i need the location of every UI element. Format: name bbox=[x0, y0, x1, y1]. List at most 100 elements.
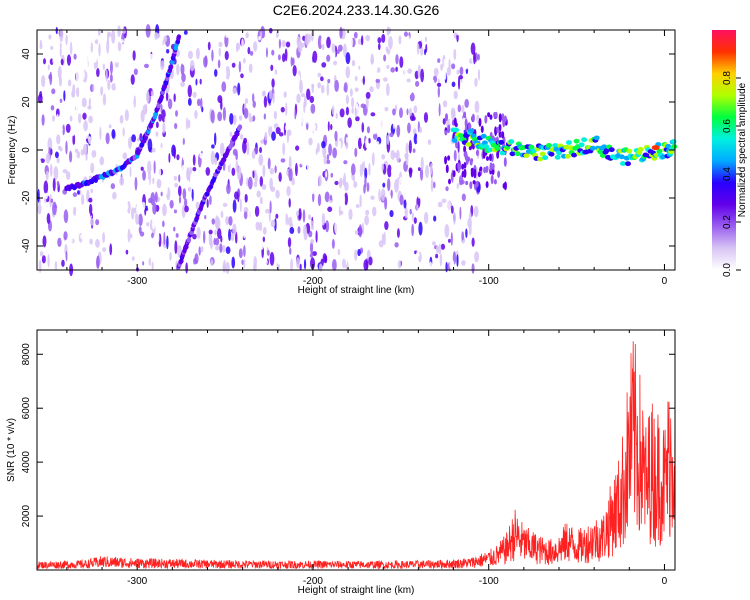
spectrogram-cell bbox=[173, 145, 176, 159]
spectrogram-cell bbox=[440, 63, 444, 71]
spectrogram-cell bbox=[168, 152, 171, 163]
spectrogram-cell bbox=[136, 204, 141, 216]
spectrogram-cell bbox=[244, 193, 248, 203]
spectrogram-cell bbox=[119, 39, 125, 44]
spectrogram-cell bbox=[150, 57, 155, 72]
spectrogram-cell bbox=[343, 43, 347, 58]
spectrogram-cell bbox=[413, 217, 417, 224]
spectrogram-cell bbox=[63, 231, 68, 241]
snr-series-line bbox=[36, 341, 676, 571]
spectrogram-cell bbox=[96, 255, 100, 269]
spectrogram-cell bbox=[150, 90, 155, 97]
spectrogram-cell bbox=[284, 48, 288, 62]
spectrogram-trace-cell bbox=[552, 143, 559, 148]
spectrogram-cell bbox=[452, 228, 456, 237]
spectrogram-cell bbox=[361, 122, 365, 133]
spectrogram-cell bbox=[396, 124, 401, 138]
spectrogram-trace-cell bbox=[481, 140, 488, 146]
spectrogram-trace-cell bbox=[625, 161, 631, 167]
spectrogram-cell bbox=[334, 180, 339, 186]
spectrogram-trace-cell bbox=[608, 147, 615, 153]
spectrogram-cell bbox=[59, 28, 64, 42]
spectrogram-cell bbox=[208, 92, 213, 105]
spectrogram-trace-cell bbox=[153, 111, 159, 117]
spectrogram-cell bbox=[264, 158, 268, 164]
spectrogram-cell bbox=[166, 48, 170, 54]
spectrogram-cell bbox=[455, 141, 459, 149]
spectrogram-cell bbox=[270, 64, 274, 71]
spectrogram-cell bbox=[453, 117, 457, 127]
spectrogram-cell bbox=[71, 37, 75, 49]
spectrogram-trace-cell bbox=[670, 139, 677, 144]
spectrogram-cell bbox=[295, 162, 298, 177]
spectrogram-cell bbox=[175, 88, 180, 96]
spectrogram-cell bbox=[477, 68, 481, 81]
spectrogram-cell bbox=[108, 124, 112, 129]
spectrogram-cell bbox=[413, 105, 418, 114]
spectrogram-cell bbox=[185, 56, 188, 69]
spectrogram-cell bbox=[369, 86, 374, 93]
spectrogram-cell bbox=[298, 242, 303, 256]
spectrogram-trace-cell bbox=[528, 144, 535, 150]
spectrogram-cell bbox=[235, 121, 239, 127]
spectrogram-cell bbox=[151, 147, 156, 153]
spectrogram-cell bbox=[173, 226, 176, 232]
spectrogram-cell bbox=[151, 218, 156, 230]
spectrogram-cell bbox=[258, 154, 264, 166]
spectrogram-cell bbox=[75, 208, 79, 220]
spectrogram-cell bbox=[419, 190, 424, 196]
spectrogram-cell bbox=[209, 195, 212, 206]
spectrogram-cell bbox=[252, 93, 255, 103]
spectrogram-cell bbox=[237, 33, 242, 40]
spectrogram-cell bbox=[229, 131, 233, 137]
spectrogram-cell bbox=[115, 79, 119, 86]
spectrogram-cell bbox=[229, 112, 234, 125]
spectrogram-cell bbox=[50, 148, 53, 156]
spectrogram-cell bbox=[384, 196, 388, 210]
spectrogram-cell bbox=[255, 221, 260, 231]
spectrogram-cell bbox=[183, 30, 188, 35]
spectrogram-x-label: Height of straight line (km) bbox=[298, 285, 415, 296]
spectrogram-cell bbox=[288, 198, 291, 208]
spectrogram-cell bbox=[287, 129, 292, 137]
spectrogram-cell bbox=[354, 107, 357, 118]
spectrogram-cell bbox=[185, 179, 190, 187]
spectrogram-cell bbox=[468, 223, 472, 236]
spectrogram-cell bbox=[364, 215, 370, 226]
spectrogram-cell bbox=[48, 74, 52, 80]
spectrogram-cell bbox=[309, 253, 314, 258]
colorbar-tick-label: 0.2 bbox=[722, 215, 733, 229]
spectrogram-cell bbox=[317, 193, 322, 207]
spectrogram-cell bbox=[460, 221, 465, 230]
spectrogram-cell bbox=[425, 164, 430, 179]
spectrogram-cell bbox=[72, 192, 78, 198]
spectrogram-cell bbox=[387, 164, 392, 178]
spectrogram-cell bbox=[348, 208, 353, 220]
spectrogram-cell bbox=[50, 45, 54, 50]
spectrogram-cell bbox=[147, 160, 152, 175]
spectrogram-cell bbox=[438, 140, 442, 151]
spectrogram-cell bbox=[58, 76, 63, 87]
spectrogram-cell bbox=[253, 256, 257, 268]
spectrogram-cell bbox=[102, 247, 107, 252]
spectrogram-cell bbox=[355, 204, 360, 209]
spectrogram-cell bbox=[232, 199, 237, 213]
spectrogram-cell bbox=[199, 152, 204, 159]
spectrogram-cell bbox=[59, 42, 62, 49]
spectrogram-cell bbox=[287, 121, 293, 132]
spectrogram-cell bbox=[106, 39, 110, 54]
spectrogram-cell bbox=[235, 42, 239, 53]
spectrogram-cell bbox=[368, 162, 371, 176]
spectrogram-cell bbox=[240, 133, 244, 140]
spectrogram-cell bbox=[111, 30, 116, 44]
spectrogram-cell bbox=[228, 228, 232, 241]
spectrogram-cell bbox=[456, 30, 460, 36]
spectrogram-cell bbox=[365, 209, 370, 216]
spectrogram-cell bbox=[331, 258, 337, 271]
spectrogram-cell bbox=[186, 107, 190, 117]
spectrogram-cell bbox=[78, 41, 84, 49]
spectrogram-cell bbox=[406, 108, 409, 116]
spectrogram-cell bbox=[112, 228, 115, 243]
spectrogram-cell bbox=[311, 188, 315, 195]
